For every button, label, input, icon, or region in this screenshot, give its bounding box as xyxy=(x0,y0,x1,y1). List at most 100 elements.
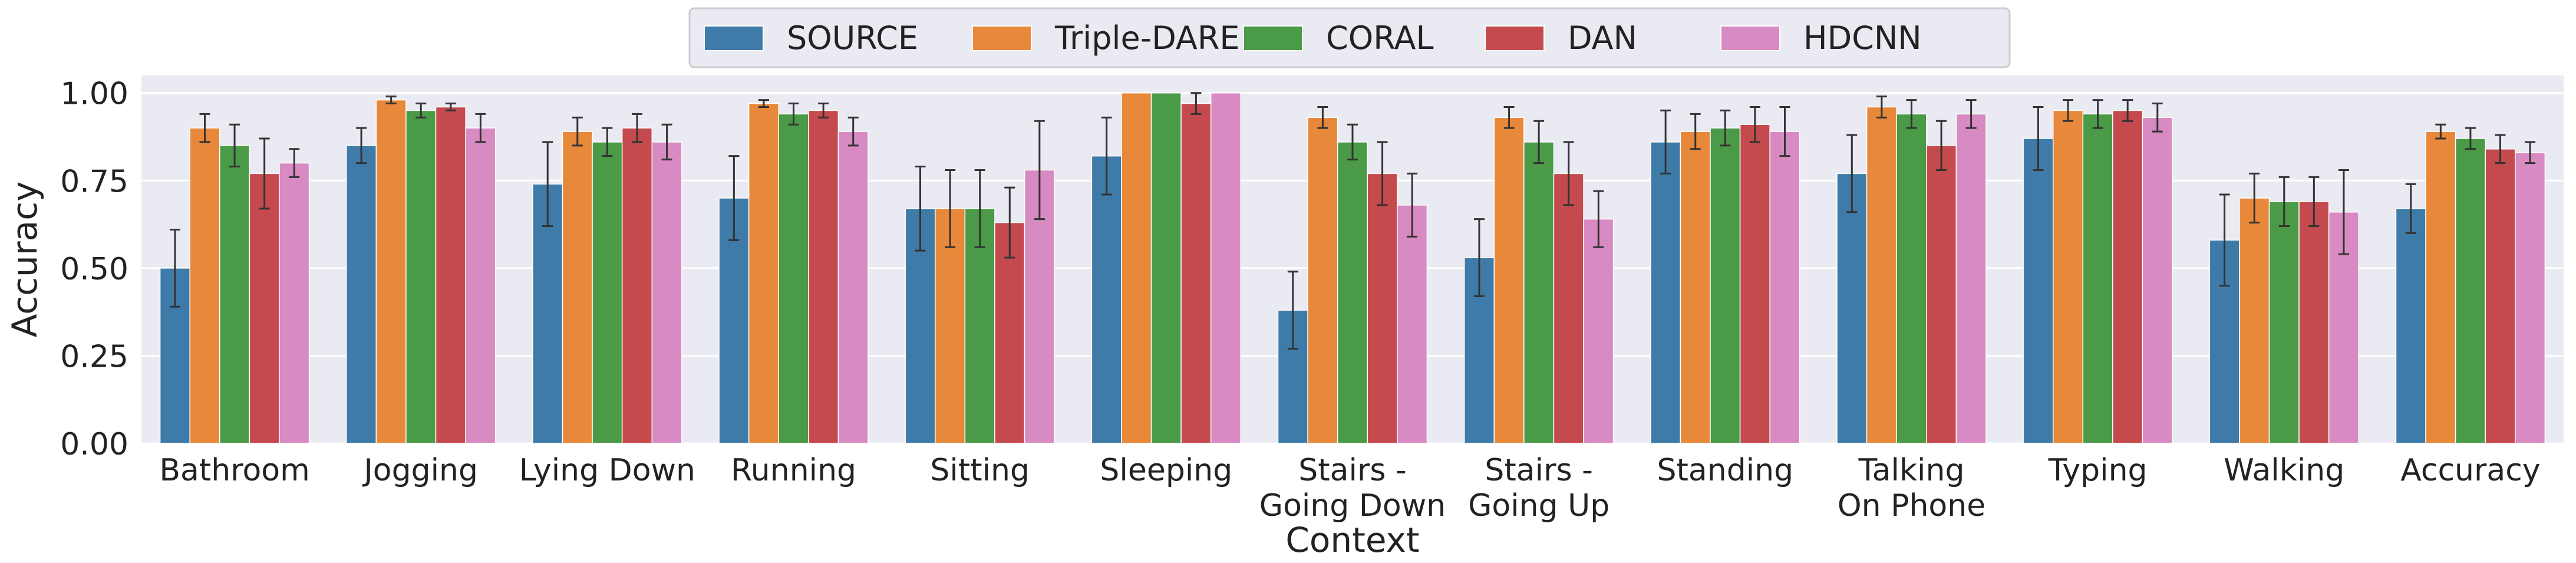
x-tick-label-line: Talking xyxy=(1858,453,1964,488)
x-tick-label: Accuracy xyxy=(2400,453,2540,488)
legend-label-coral: CORAL xyxy=(1326,19,1434,57)
legend-label-triple-dare: Triple-DARE xyxy=(1054,19,1239,57)
legend-swatch-coral xyxy=(1243,25,1303,51)
bar-layer xyxy=(159,92,2546,444)
x-tick-label-line: Running xyxy=(731,453,856,488)
bar-triple-dare xyxy=(2239,197,2270,444)
bar-coral xyxy=(219,145,250,444)
x-tick-label-line: Sitting xyxy=(930,453,1030,488)
x-tick-label: Jogging xyxy=(362,453,478,488)
x-tick-label-line: Lying Down xyxy=(519,453,695,488)
y-tick-label: 0.25 xyxy=(60,339,128,374)
bar-hdcnn xyxy=(279,162,310,444)
x-tick-label-line: Sleeping xyxy=(1100,453,1232,488)
bar-source xyxy=(2395,208,2426,444)
bar-coral xyxy=(2268,201,2300,444)
bar-dan xyxy=(1180,103,1212,444)
x-tick-labels: Bathroom Jogging Lying Down Running Sitting S… xyxy=(159,453,2540,524)
x-tick-label: Running xyxy=(731,453,856,488)
x-tick-label: Walking xyxy=(2224,453,2344,488)
bar-coral xyxy=(405,110,437,444)
bar-source xyxy=(346,145,377,444)
bar-dan xyxy=(2485,149,2516,444)
legend: SOURCE Triple-DARE CORAL DAN HDCNN xyxy=(688,7,2011,68)
y-tick-label: 0.75 xyxy=(60,164,128,199)
bar-triple-dare xyxy=(2425,131,2456,444)
x-tick-label: Lying Down xyxy=(519,453,695,488)
x-tick-label-line: Stairs - xyxy=(1298,453,1406,488)
legend-label-hdcnn: HDCNN xyxy=(1803,19,1922,57)
bar-coral xyxy=(1896,113,1927,444)
bar-coral xyxy=(1523,141,1555,444)
bar-triple-dare xyxy=(1493,117,1525,444)
bar-source xyxy=(532,183,563,444)
bar-triple-dare xyxy=(375,99,407,444)
bar-source xyxy=(2023,138,2054,444)
x-tick-label-line: Standing xyxy=(1657,453,1793,488)
x-tick-label-line: Going Up xyxy=(1468,488,1609,524)
bar-dan xyxy=(808,110,839,444)
bar-coral xyxy=(592,141,623,444)
bar-hdcnn xyxy=(465,127,496,444)
y-axis-label: Accuracy xyxy=(5,182,45,338)
legend-swatch-hdcnn xyxy=(1720,25,1780,51)
x-tick-label-line: Stairs - xyxy=(1485,453,1592,488)
bar-hdcnn xyxy=(1397,205,1428,444)
bar-hdcnn xyxy=(651,141,682,444)
bar-dan xyxy=(1367,173,1398,444)
x-tick-label-line: On Phone xyxy=(1838,488,1986,524)
x-tick-label: Stairs -Going Down xyxy=(1259,453,1446,524)
bar-hdcnn xyxy=(1210,92,1242,444)
bar-dan xyxy=(1926,145,1957,444)
bar-source xyxy=(1836,173,1868,444)
bar-dan xyxy=(249,173,280,444)
bar-hdcnn xyxy=(1955,113,1987,444)
legend-swatch-source xyxy=(704,25,764,51)
x-tick-label-line: Going Down xyxy=(1259,488,1446,524)
x-tick-label: Bathroom xyxy=(159,453,309,488)
x-tick-label: Stairs -Going Up xyxy=(1468,453,1609,524)
bar-coral xyxy=(2082,113,2113,444)
x-tick-label: Sitting xyxy=(930,453,1030,488)
y-tick-labels: 0.00 0.25 0.50 0.75 1.00 xyxy=(60,77,128,462)
bar-dan xyxy=(435,106,466,444)
bar-hdcnn xyxy=(2142,117,2173,444)
x-tick-label-line: Jogging xyxy=(362,453,478,488)
x-tick-label: Sleeping xyxy=(1100,453,1232,488)
x-tick-label-line: Bathroom xyxy=(159,453,309,488)
y-tick-label: 1.00 xyxy=(60,77,128,112)
bar-coral xyxy=(1710,127,1741,444)
bar-triple-dare xyxy=(1121,92,1152,444)
legend-label-source: SOURCE xyxy=(787,19,918,57)
bar-dan xyxy=(2298,201,2330,444)
y-tick-label: 0.00 xyxy=(60,427,128,462)
bar-triple-dare xyxy=(189,127,220,444)
legend-swatch-triple-dare xyxy=(972,25,1032,51)
bar-coral xyxy=(778,113,809,444)
bar-hdcnn xyxy=(837,131,869,444)
bar-triple-dare xyxy=(2052,110,2084,444)
bar-triple-dare xyxy=(748,103,779,444)
bar-dan xyxy=(994,222,1025,444)
legend-frame xyxy=(688,7,2011,68)
bar-triple-dare xyxy=(1680,131,1711,444)
bar-coral xyxy=(1337,141,1368,444)
bar-dan xyxy=(1739,124,1770,444)
bar-triple-dare xyxy=(1307,117,1338,444)
bar-source xyxy=(1091,155,1122,444)
bar-hdcnn xyxy=(1583,218,1614,444)
x-tick-label-line: Walking xyxy=(2224,453,2344,488)
bar-coral xyxy=(1150,92,1182,444)
bar-source xyxy=(1650,141,1681,444)
errorbar-layer xyxy=(169,92,2536,350)
y-tick-label: 0.50 xyxy=(60,252,128,287)
x-tick-label: Standing xyxy=(1657,453,1793,488)
bar-hdcnn xyxy=(2515,152,2546,444)
legend-label-dan: DAN xyxy=(1568,19,1637,57)
legend-swatch-dan xyxy=(1485,25,1545,51)
bar-dan xyxy=(621,127,653,444)
bar-hdcnn xyxy=(1769,131,1800,444)
bar-dan xyxy=(1553,173,1584,444)
